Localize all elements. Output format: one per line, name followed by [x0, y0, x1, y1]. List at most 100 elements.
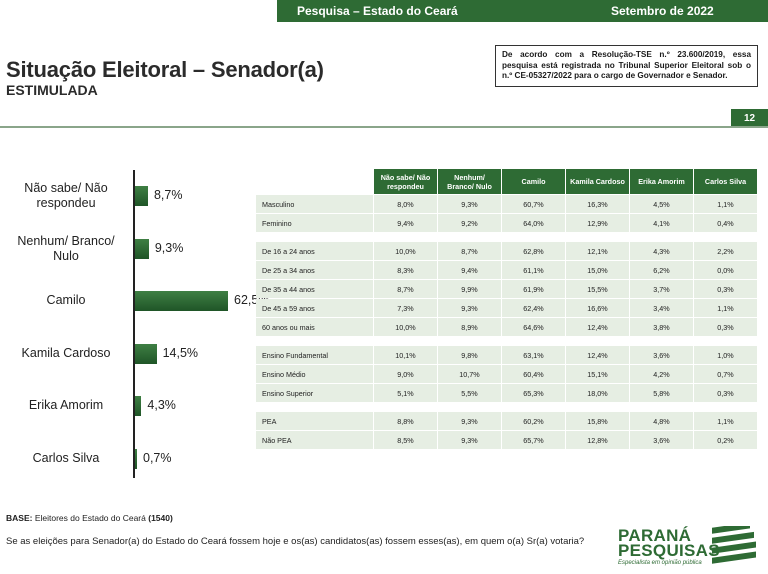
table-cell: 9,8% [438, 346, 501, 364]
bar-category-label: Kamila Cardoso [21, 345, 111, 360]
table-cell: 62,4% [502, 299, 565, 317]
bar-value-label: 4,3% [147, 398, 176, 413]
table-row: Masculino 8,0% 9,3% 60,7% 16,3% 4,5% 1,1% [256, 195, 757, 213]
table-row: Ensino Médio 9,0% 10,7% 60,4% 15,1% 4,2% 0,7% [256, 365, 757, 383]
table-cell: 4,8% [630, 412, 693, 430]
table-row: 60 anos ou mais 10,0% 8,9% 64,6% 12,4% 3,8% 0,… [256, 318, 757, 336]
table-cell: 0,3% [694, 318, 757, 336]
table-cell: 3,6% [630, 346, 693, 364]
page-title: Situação Eleitoral – Senador(a) [6, 57, 324, 82]
table-cell: 16,3% [566, 195, 629, 213]
table-cell: 5,1% [374, 384, 437, 402]
bar-value-label: 9,3% [154, 240, 184, 255]
table-row: De 35 a 44 anos 8,7% 9,9% 61,9% 15,5% 3,7% 0,3… [256, 280, 757, 298]
table-cell: 4,3% [630, 242, 693, 260]
table-row: Não PEA 8,5% 9,3% 65,7% 12,8% 3,6% 0,2% [256, 431, 757, 449]
table-cell: 6,2% [630, 261, 693, 279]
table-cell: 16,6% [566, 299, 629, 317]
table-cell: 0,2% [694, 431, 757, 449]
table-row-label: Masculino [256, 195, 373, 213]
table-cell: 10,7% [438, 365, 501, 383]
table-cell: 9,0% [374, 365, 437, 383]
table-cell: 61,1% [502, 261, 565, 279]
table-row: PEA 8,8% 9,3% 60,2% 15,8% 4,8% 1,1% [256, 412, 757, 430]
logo-stripes-icon [712, 526, 756, 564]
page-subtitle: ESTIMULADA [6, 82, 98, 98]
table-cell: 3,7% [630, 280, 693, 298]
survey-title: Pesquisa – Estado do Ceará [297, 4, 458, 18]
table-cell: 1,1% [694, 412, 757, 430]
table-cell: 12,4% [566, 318, 629, 336]
bar-mark [135, 396, 142, 417]
table-cell: 8,7% [374, 280, 437, 298]
table-cell: 10,0% [374, 242, 437, 260]
table-cell: 12,9% [566, 214, 629, 232]
base-note: BASE: Eleitores do Estado do Ceará (1540… [6, 513, 173, 523]
table-cell: 61,9% [502, 280, 565, 298]
survey-date: Setembro de 2022 [611, 4, 714, 18]
table-row: Ensino Superior 5,1% 5,5% 65,3% 18,0% 5,8% 0,3… [256, 384, 757, 402]
table-column-header: Kamila Cardoso [566, 169, 629, 194]
table-cell: 8,9% [438, 318, 501, 336]
table-cell: 3,6% [630, 431, 693, 449]
table-cell: 15,8% [566, 412, 629, 430]
table-row-label: Ensino Superior [256, 384, 373, 402]
table-cell: 7,3% [374, 299, 437, 317]
bar-mark [135, 238, 149, 259]
table-column-header: Erika Amorim [630, 169, 693, 194]
survey-question: Se as eleições para Senador(a) do Estado… [6, 536, 585, 547]
table-row-label: Não PEA [256, 431, 373, 449]
bar-value-label: 8,7% [153, 188, 183, 203]
table-row: De 25 a 34 anos 8,3% 9,4% 61,1% 15,0% 6,2% 0,0… [256, 261, 757, 279]
table-column-header: Não sabe/ Não respondeu [374, 169, 437, 194]
table-cell: 9,9% [438, 280, 501, 298]
table-cell: 1,1% [694, 299, 757, 317]
bar-value-label: 0,7% [143, 450, 172, 465]
table-cell: 15,0% [566, 261, 629, 279]
page-number: 12 [731, 109, 768, 128]
table-cell: 9,3% [438, 412, 501, 430]
table-row-label: PEA [256, 412, 373, 430]
bar-chart-axis [133, 170, 135, 478]
table-cell: 4,2% [630, 365, 693, 383]
table-cell: 5,5% [438, 384, 501, 402]
table-cell: 60,4% [502, 365, 565, 383]
table-cell: 15,5% [566, 280, 629, 298]
table-row: Ensino Fundamental 10,1% 9,8% 63,1% 12,4% 3,6… [256, 346, 757, 364]
bar-mark [135, 448, 137, 469]
table-group-spacer [256, 403, 757, 411]
table-cell: 10,0% [374, 318, 437, 336]
table-cell: 9,3% [438, 299, 501, 317]
table-cell: 12,4% [566, 346, 629, 364]
tse-registration-notice: De acordo com a Resolução-TSE n.º 23.600… [495, 45, 758, 87]
table-cell: 3,4% [630, 299, 693, 317]
table-cell: 5,8% [630, 384, 693, 402]
table-cell: 0,3% [694, 384, 757, 402]
table-cell: 2,2% [694, 242, 757, 260]
table-cell: 60,2% [502, 412, 565, 430]
logo-line1: PARANÁ [618, 526, 692, 545]
table-cell: 9,4% [374, 214, 437, 232]
table-cell: 64,6% [502, 318, 565, 336]
table-cell: 8,3% [374, 261, 437, 279]
base-label: BASE: [6, 513, 33, 523]
table-cell: 9,4% [438, 261, 501, 279]
bar-mark [135, 186, 148, 207]
table-cell: 0,7% [694, 365, 757, 383]
crosstab-table: Não sabe/ Não respondeu Nenhum/ Branco/ N… [255, 168, 758, 450]
table-cell: 0,3% [694, 280, 757, 298]
table-row-label: Feminino [256, 214, 373, 232]
table-cell: 60,7% [502, 195, 565, 213]
table-cell: 15,1% [566, 365, 629, 383]
table-cell: 1,0% [694, 346, 757, 364]
table-row-label: Ensino Fundamental [256, 346, 373, 364]
bar-category-label: Nenhum/ Branco/ Nulo [17, 233, 115, 263]
table-cell: 8,8% [374, 412, 437, 430]
table-row-label: 60 anos ou mais [256, 318, 373, 336]
table-cell: 0,0% [694, 261, 757, 279]
bar-mark [135, 291, 228, 312]
table-cell: 1,1% [694, 195, 757, 213]
table-cell: 3,8% [630, 318, 693, 336]
table-row-label: De 25 a 34 anos [256, 261, 373, 279]
table-row: Feminino 9,4% 9,2% 64,0% 12,9% 4,1% 0,4% [256, 214, 757, 232]
